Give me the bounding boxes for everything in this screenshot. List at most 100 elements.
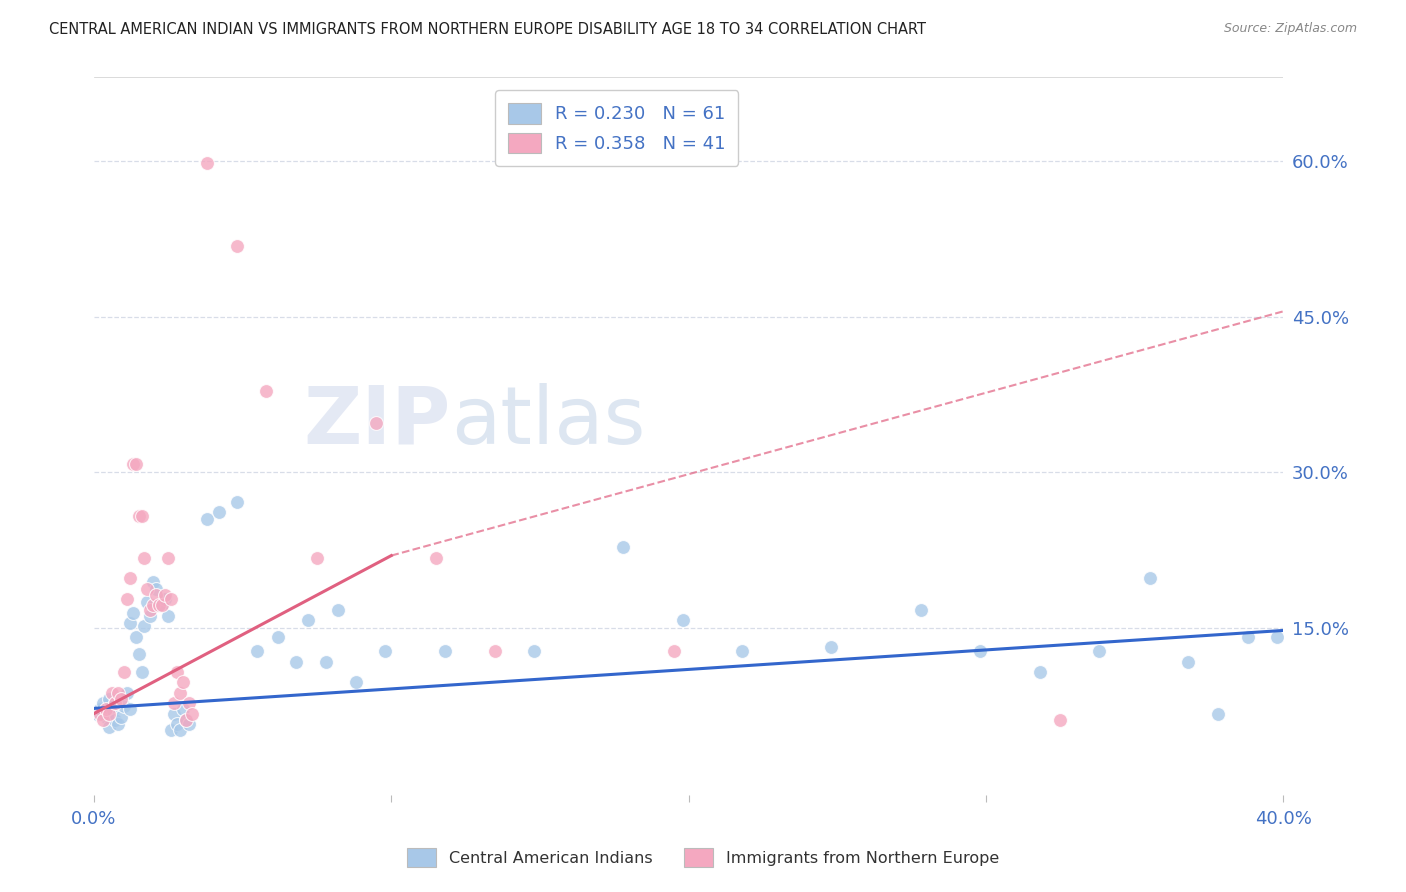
Point bbox=[112, 699, 135, 714]
Legend: R = 0.230   N = 61, R = 0.358   N = 41: R = 0.230 N = 61, R = 0.358 N = 41 bbox=[495, 90, 738, 166]
Point bbox=[136, 582, 159, 596]
Point bbox=[169, 686, 191, 700]
Point bbox=[731, 644, 754, 658]
Point bbox=[155, 592, 177, 607]
Point bbox=[145, 582, 167, 596]
Point bbox=[139, 608, 162, 623]
Point bbox=[160, 723, 183, 738]
Point bbox=[91, 696, 114, 710]
Point bbox=[121, 457, 143, 471]
Point bbox=[97, 692, 120, 706]
Point bbox=[100, 705, 122, 719]
Point bbox=[148, 599, 170, 613]
Point bbox=[1028, 665, 1050, 679]
Point bbox=[254, 384, 277, 399]
Point bbox=[1236, 630, 1258, 644]
Point bbox=[297, 613, 319, 627]
Point bbox=[172, 675, 194, 690]
Point bbox=[174, 713, 197, 727]
Point bbox=[118, 616, 141, 631]
Point bbox=[110, 692, 132, 706]
Point bbox=[124, 457, 146, 471]
Point bbox=[1267, 630, 1289, 644]
Point bbox=[1177, 655, 1199, 669]
Point bbox=[163, 696, 186, 710]
Point bbox=[91, 713, 114, 727]
Point bbox=[285, 655, 308, 669]
Point bbox=[315, 655, 337, 669]
Point bbox=[115, 686, 138, 700]
Point bbox=[910, 602, 932, 616]
Point bbox=[124, 630, 146, 644]
Point bbox=[157, 608, 180, 623]
Point bbox=[128, 648, 150, 662]
Point bbox=[433, 644, 456, 658]
Point bbox=[208, 505, 231, 519]
Point bbox=[1088, 644, 1111, 658]
Point bbox=[150, 599, 173, 613]
Point bbox=[150, 599, 173, 613]
Text: Source: ZipAtlas.com: Source: ZipAtlas.com bbox=[1223, 22, 1357, 36]
Point bbox=[115, 592, 138, 607]
Point bbox=[121, 606, 143, 620]
Point bbox=[104, 696, 127, 710]
Point bbox=[246, 644, 269, 658]
Point bbox=[94, 709, 117, 723]
Point bbox=[326, 602, 349, 616]
Point bbox=[672, 613, 695, 627]
Point bbox=[612, 541, 634, 555]
Point bbox=[160, 592, 183, 607]
Text: ZIP: ZIP bbox=[304, 383, 451, 460]
Point bbox=[142, 599, 165, 613]
Point bbox=[134, 619, 156, 633]
Point bbox=[118, 571, 141, 585]
Point bbox=[177, 696, 200, 710]
Point bbox=[157, 550, 180, 565]
Point bbox=[104, 696, 127, 710]
Point bbox=[344, 675, 367, 690]
Point bbox=[169, 723, 191, 738]
Point bbox=[155, 588, 177, 602]
Point bbox=[112, 665, 135, 679]
Point bbox=[225, 494, 247, 508]
Point bbox=[163, 706, 186, 721]
Text: atlas: atlas bbox=[451, 383, 645, 460]
Point bbox=[94, 702, 117, 716]
Point bbox=[662, 644, 685, 658]
Point bbox=[166, 717, 188, 731]
Point bbox=[89, 706, 111, 721]
Point bbox=[305, 550, 328, 565]
Point bbox=[86, 706, 108, 721]
Point bbox=[1049, 713, 1071, 727]
Point bbox=[181, 706, 204, 721]
Point bbox=[131, 509, 153, 524]
Point bbox=[100, 686, 122, 700]
Text: CENTRAL AMERICAN INDIAN VS IMMIGRANTS FROM NORTHERN EUROPE DISABILITY AGE 18 TO : CENTRAL AMERICAN INDIAN VS IMMIGRANTS FR… bbox=[49, 22, 927, 37]
Point bbox=[374, 644, 396, 658]
Point bbox=[1206, 706, 1229, 721]
Point bbox=[145, 588, 167, 602]
Point bbox=[110, 709, 132, 723]
Point bbox=[484, 644, 506, 658]
Point bbox=[195, 155, 218, 169]
Point bbox=[139, 602, 162, 616]
Point bbox=[195, 512, 218, 526]
Point bbox=[366, 416, 388, 430]
Legend: Central American Indians, Immigrants from Northern Europe: Central American Indians, Immigrants fro… bbox=[401, 842, 1005, 873]
Point bbox=[128, 509, 150, 524]
Point bbox=[1139, 571, 1161, 585]
Point bbox=[97, 720, 120, 734]
Point bbox=[97, 706, 120, 721]
Point bbox=[267, 630, 290, 644]
Point bbox=[425, 550, 447, 565]
Point bbox=[177, 717, 200, 731]
Point bbox=[118, 702, 141, 716]
Point bbox=[969, 644, 991, 658]
Point bbox=[225, 239, 247, 253]
Point bbox=[104, 713, 127, 727]
Point bbox=[172, 702, 194, 716]
Point bbox=[148, 599, 170, 613]
Point bbox=[136, 595, 159, 609]
Point bbox=[89, 702, 111, 716]
Point bbox=[107, 717, 129, 731]
